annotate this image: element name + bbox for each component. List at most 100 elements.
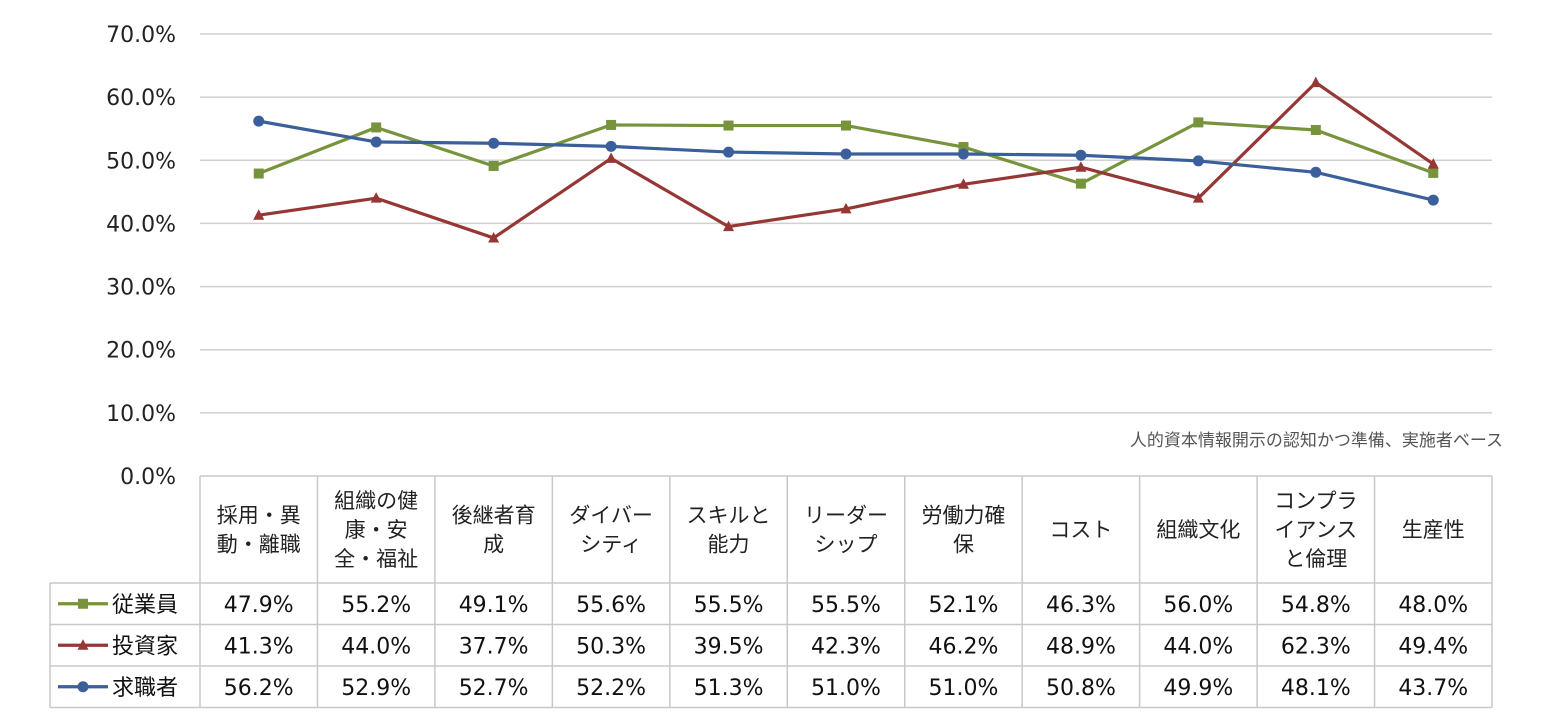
category-label: 組織の健 bbox=[334, 489, 418, 513]
data-table-cell: 52.7% bbox=[459, 676, 529, 701]
data-point-triangle bbox=[370, 192, 382, 203]
gridlines bbox=[200, 33, 1492, 414]
data-table-cell: 51.3% bbox=[694, 676, 764, 701]
data-point-circle bbox=[957, 148, 969, 160]
data-point-triangle bbox=[605, 152, 617, 163]
series-name: 求職者 bbox=[112, 676, 178, 701]
category-label: 能力 bbox=[708, 533, 750, 557]
data-table-cell: 56.2% bbox=[224, 676, 294, 701]
category-label: コンプラ bbox=[1274, 489, 1357, 513]
data-table-cell: 49.1% bbox=[459, 593, 529, 618]
legend-marker-triangle bbox=[77, 639, 89, 650]
data-point-square bbox=[488, 160, 499, 171]
category-label: 採用・異 bbox=[217, 504, 301, 528]
legend-marker-square bbox=[78, 598, 88, 609]
category-label: 全・福祉 bbox=[334, 547, 418, 571]
data-point-circle bbox=[488, 137, 500, 149]
category-label: 成 bbox=[483, 533, 504, 557]
data-point-circle bbox=[1310, 166, 1322, 178]
data-table-cell: 49.4% bbox=[1398, 634, 1468, 659]
data-point-triangle bbox=[1427, 158, 1439, 169]
data-point-square bbox=[371, 122, 382, 133]
series-name: 従業員 bbox=[112, 593, 178, 618]
legend-key-2 bbox=[58, 639, 108, 650]
chart-note: 人的資本情報開示の認知かつ準備、実施者ベース bbox=[1130, 431, 1503, 451]
data-table-cell: 51.0% bbox=[811, 676, 881, 701]
data-table-cell: 52.2% bbox=[576, 676, 646, 701]
category-label: 労働力確 bbox=[921, 504, 1005, 528]
category-label: と倫理 bbox=[1284, 547, 1347, 571]
series-1 bbox=[253, 117, 1439, 189]
category-label: スキルと bbox=[687, 504, 771, 528]
data-point-circle bbox=[1427, 194, 1439, 206]
data-table-cell: 39.5% bbox=[694, 634, 764, 659]
data-table-cell: 50.8% bbox=[1046, 676, 1116, 701]
data-table-cell: 42.3% bbox=[811, 634, 881, 659]
series-2 bbox=[253, 76, 1439, 243]
data-point-square bbox=[253, 168, 264, 179]
data-table-cell: 55.2% bbox=[341, 593, 411, 618]
data-table-cell: 52.9% bbox=[341, 676, 411, 701]
data-point-circle bbox=[1192, 155, 1204, 167]
category-label: 保 bbox=[953, 533, 974, 557]
data-point-triangle bbox=[488, 231, 500, 243]
category-label: 康・安 bbox=[345, 518, 408, 542]
data-point-square bbox=[1428, 167, 1439, 178]
data-table-cell: 51.0% bbox=[929, 676, 999, 701]
data-point-square bbox=[1310, 124, 1321, 135]
data-point-triangle bbox=[253, 209, 265, 220]
data-table-cell: 49.9% bbox=[1163, 676, 1233, 701]
category-label: シップ bbox=[815, 533, 878, 557]
y-tick-label: 30.0% bbox=[106, 276, 176, 301]
category-label: シティ bbox=[580, 533, 642, 557]
data-table-cell: 37.7% bbox=[459, 634, 529, 659]
category-label: イアンス bbox=[1274, 518, 1357, 542]
data-table-cell: 55.5% bbox=[811, 593, 881, 618]
legend-key-3 bbox=[58, 681, 108, 693]
legend-key-1 bbox=[58, 598, 108, 609]
data-point-circle bbox=[840, 148, 852, 160]
data-table-cell: 44.0% bbox=[1163, 634, 1233, 659]
data-point-triangle bbox=[840, 202, 852, 214]
y-tick-label: 0.0% bbox=[120, 465, 176, 490]
y-tick-label: 10.0% bbox=[106, 402, 176, 427]
data-point-square bbox=[606, 119, 617, 130]
data-table-cell: 50.3% bbox=[576, 634, 646, 659]
data-point-circle bbox=[605, 140, 617, 152]
series-name: 投資家 bbox=[112, 634, 178, 659]
category-label: 組織文化 bbox=[1156, 518, 1240, 542]
data-table-cell: 46.2% bbox=[929, 634, 999, 659]
data-point-triangle bbox=[1075, 161, 1087, 172]
category-label: 後継者育 bbox=[452, 504, 536, 528]
category-label: コスト bbox=[1049, 518, 1112, 542]
data-point-triangle bbox=[723, 220, 735, 232]
category-label: リーダー bbox=[804, 504, 888, 528]
series-lines bbox=[253, 76, 1439, 243]
legend-marker-circle bbox=[77, 681, 89, 693]
data-point-triangle bbox=[1192, 192, 1204, 203]
data-table-cell: 48.0% bbox=[1398, 593, 1468, 618]
y-tick-label: 40.0% bbox=[106, 212, 176, 237]
data-point-triangle bbox=[1310, 76, 1322, 88]
data-point-triangle bbox=[957, 178, 969, 189]
data-table-cell: 54.8% bbox=[1281, 593, 1351, 618]
data-table-cell: 48.1% bbox=[1281, 676, 1351, 701]
y-tick-label: 20.0% bbox=[106, 339, 176, 364]
data-point-square bbox=[958, 142, 969, 153]
data-table-cell: 62.3% bbox=[1281, 634, 1351, 659]
y-tick-label: 50.0% bbox=[106, 149, 176, 174]
data-point-square bbox=[1193, 117, 1204, 128]
data-point-circle bbox=[370, 136, 382, 148]
y-tick-label: 70.0% bbox=[106, 23, 176, 48]
data-table-cell: 55.5% bbox=[694, 593, 764, 618]
data-point-square bbox=[723, 120, 734, 131]
series-3 bbox=[253, 115, 1439, 206]
data-table-cell: 55.6% bbox=[576, 593, 646, 618]
data-point-circle bbox=[723, 146, 735, 158]
y-tick-label: 60.0% bbox=[106, 86, 176, 111]
y-axis-tick-labels: 70.0% 60.0% 50.0% 40.0% 30.0% 20.0% 10.0% 0.0% bbox=[106, 23, 176, 490]
data-table-cell: 43.7% bbox=[1398, 676, 1468, 701]
data-table-cell: 46.3% bbox=[1046, 593, 1116, 618]
